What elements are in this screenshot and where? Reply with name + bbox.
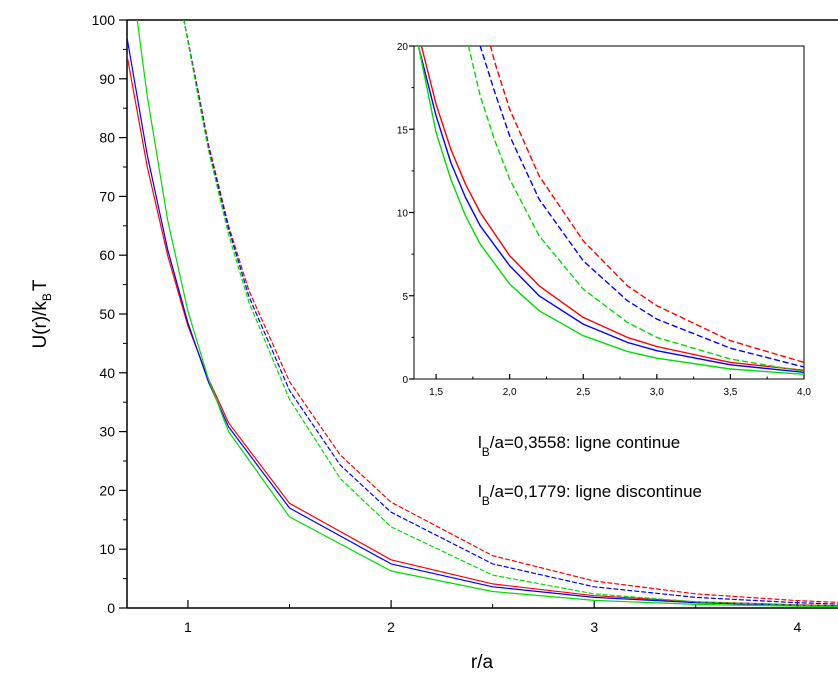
main-y-tick-label: 0 xyxy=(107,600,115,616)
y-axis-title-sub: B xyxy=(40,293,54,301)
annotation-continuous: lB/a=0,3558: ligne continue xyxy=(478,433,680,459)
y-axis-title: U(r)/kBT xyxy=(30,279,54,349)
main-y-tick-label: 40 xyxy=(99,365,115,381)
inset-x-tick-label: 3,5 xyxy=(723,387,737,398)
inset-y-tick-label: 5 xyxy=(402,292,408,303)
main-series-2-solid-line xyxy=(136,20,838,608)
main-y-tick-label: 10 xyxy=(99,541,115,557)
main-series-1-solid-line xyxy=(127,36,838,607)
inset-y-tick-label: 15 xyxy=(397,125,409,136)
main-y-tick-label: 70 xyxy=(99,188,115,204)
main-y-tick-label: 50 xyxy=(99,306,115,322)
inset-y-tick-label: 20 xyxy=(397,42,409,53)
inset-series-4-dashed-line xyxy=(479,46,804,368)
y-axis-title-end: T xyxy=(30,279,51,291)
main-y-tick-label: 30 xyxy=(99,424,115,440)
main-series-5-dashed-line xyxy=(183,20,838,607)
inset-ticks: 1,5 2,0 2,5 3,0 3,5 4,0 0 5 10 15 20 xyxy=(397,42,812,398)
annotation-continuous-sub: B xyxy=(482,445,490,459)
annotation-continuous-pre: l xyxy=(478,433,482,452)
inset-y-tick-label: 10 xyxy=(397,209,409,220)
inset-series-2-solid-line xyxy=(417,46,804,375)
main-x-tick-label: 4 xyxy=(793,619,801,635)
inset-series-5-dashed-line xyxy=(467,46,804,373)
annotation-discontinuous: lB/a=0,1779: ligne discontinue xyxy=(478,482,702,508)
annotation-discontinuous-sub: B xyxy=(482,494,490,508)
main-y-tick-label: 80 xyxy=(99,130,115,146)
annotation-discontinuous-post: /a=0,1779: ligne discontinue xyxy=(490,482,702,501)
main-y-tick-label: 60 xyxy=(99,247,115,263)
inset-x-tick-label: 4,0 xyxy=(797,387,811,398)
main-x-tick-label: 3 xyxy=(590,619,598,635)
annotation-discontinuous-pre: l xyxy=(478,482,482,501)
main-y-tick-label: 100 xyxy=(92,12,116,28)
inset-x-tick-label: 1,5 xyxy=(429,387,443,398)
x-axis-title: r/a xyxy=(471,652,494,673)
inset-plot-area xyxy=(413,45,805,380)
inset-series-3-dashed-line xyxy=(489,46,804,364)
main-y-tick-label: 20 xyxy=(99,482,115,498)
inset-series-group xyxy=(417,46,804,375)
annotation-continuous-post: /a=0,3558: ligne continue xyxy=(490,433,680,452)
inset-x-tick-label: 3,0 xyxy=(650,387,664,398)
y-axis-title-main: U(r)/k xyxy=(30,301,51,349)
inset-x-tick-label: 2,5 xyxy=(576,387,590,398)
inset-series-1-solid-line xyxy=(417,46,804,373)
main-series-group xyxy=(127,20,838,608)
main-x-tick-label: 1 xyxy=(184,619,192,635)
inset-y-tick-label: 0 xyxy=(402,375,408,386)
inset-x-tick-label: 2,0 xyxy=(503,387,517,398)
main-y-tick-label: 90 xyxy=(99,71,115,87)
main-x-tick-label: 2 xyxy=(387,619,395,635)
inset-series-0-solid-line xyxy=(420,46,804,371)
